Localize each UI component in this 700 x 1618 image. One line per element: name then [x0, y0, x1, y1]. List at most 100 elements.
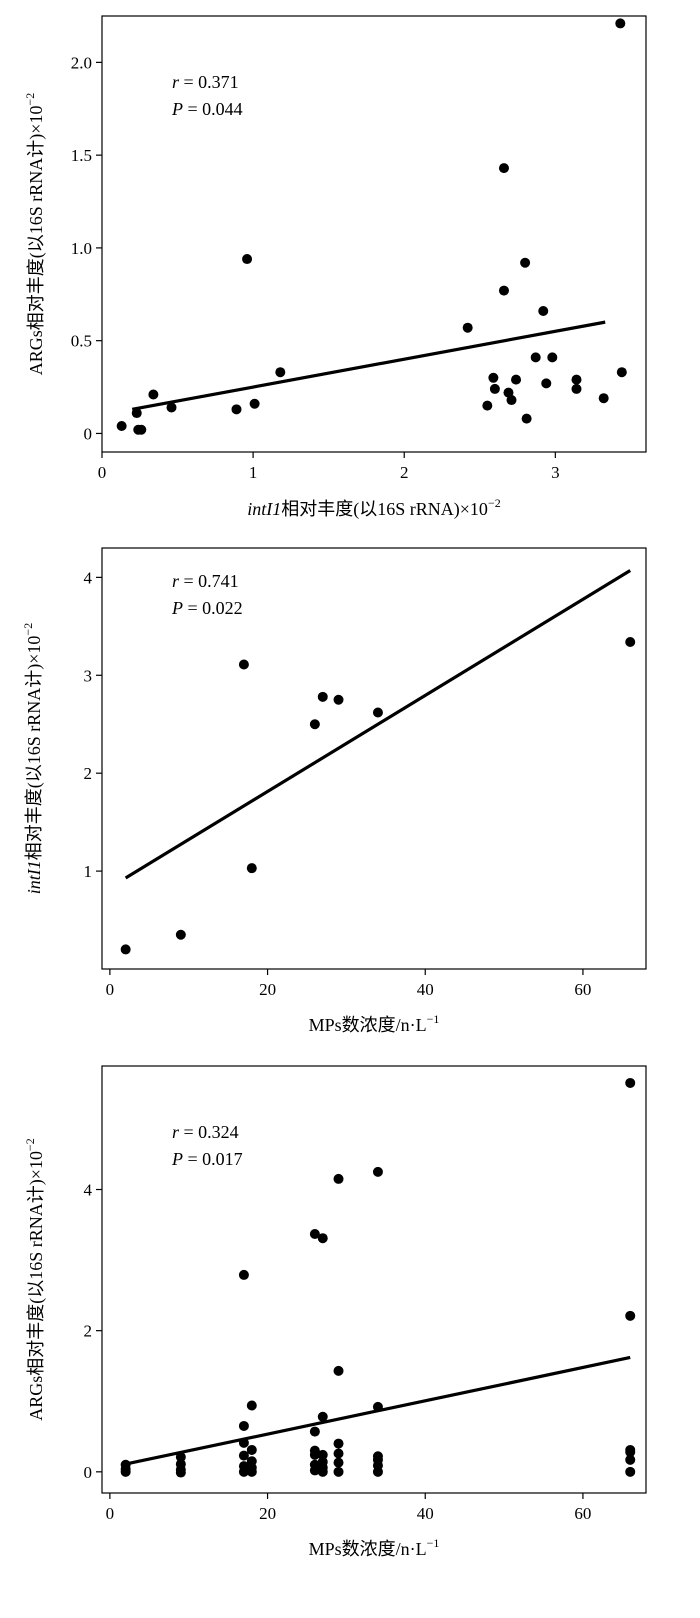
data-point: [598, 393, 609, 404]
data-point: [333, 1365, 344, 1376]
plot-frame: [101, 15, 647, 453]
data-point: [333, 1448, 344, 1459]
y-tick-label: 0: [84, 424, 93, 443]
data-point: [538, 305, 549, 316]
data-point: [246, 863, 257, 874]
data-point: [120, 944, 131, 955]
chart-3: 0 20 40 60 0 2 4 r = 0.324 P = 0.017 MPs数浓度/n·L−1…: [23, 1065, 647, 1559]
data-point: [625, 1077, 636, 1088]
data-point: [238, 1420, 249, 1431]
y-tick-label: 4: [84, 1181, 93, 1200]
y-tick-label: 1: [84, 862, 93, 881]
data-point: [238, 1466, 249, 1477]
chart-1: 0 1 2 3 0 0.5 1.0 1.5 2.0 r = 0.371 P = 0.044 intI1…: [23, 15, 647, 520]
data-point: [489, 383, 500, 394]
data-point: [488, 372, 499, 383]
data-point: [333, 1438, 344, 1449]
data-point: [231, 404, 242, 415]
y-tick-label: 2.0: [71, 53, 92, 72]
data-point: [309, 1426, 320, 1437]
data-point: [166, 402, 177, 413]
data-point: [317, 1233, 328, 1244]
x-tick-label: 60: [574, 980, 591, 999]
data-point: [175, 1467, 186, 1478]
stat-r: r = 0.741: [172, 571, 239, 591]
stat-p: P = 0.044: [171, 99, 243, 119]
chart-2: 0 20 40 60 1 2 3 4 r = 0.741 P = 0.022 MPs数浓度/n·L−…: [21, 547, 647, 1035]
plot-frame: [101, 547, 647, 970]
data-point: [242, 254, 253, 265]
data-point: [372, 1466, 383, 1477]
stat-p: P = 0.017: [171, 1149, 243, 1169]
y-tick-label: 2: [84, 764, 93, 783]
data-point: [625, 636, 636, 647]
x-axis-label: MPs数浓度/n·L−1: [309, 1536, 440, 1559]
x-tick-label: 2: [400, 463, 409, 482]
data-point: [275, 367, 286, 378]
x-axis-label: intI1相对丰度(以16S rRNA)×10−2: [247, 496, 500, 520]
data-point: [317, 1466, 328, 1477]
data-point: [309, 719, 320, 730]
data-point: [238, 659, 249, 670]
data-point: [530, 352, 541, 363]
y-tick-label: 4: [84, 568, 93, 587]
data-point: [625, 1454, 636, 1465]
x-tick-label: 20: [259, 980, 276, 999]
x-tick-label: 0: [106, 980, 115, 999]
data-point: [317, 1449, 328, 1460]
data-point: [175, 929, 186, 940]
y-axis-label: ARGs相对丰度(以16S rRNA计)×10−2: [23, 93, 47, 375]
data-point: [309, 1228, 320, 1239]
y-tick-label: 0: [84, 1463, 93, 1482]
data-point: [317, 691, 328, 702]
y-tick-label: 3: [84, 666, 93, 685]
data-point: [372, 1166, 383, 1177]
data-point: [615, 18, 626, 29]
data-point: [309, 1465, 320, 1476]
data-point: [462, 322, 473, 333]
x-tick-label: 40: [417, 980, 434, 999]
fit-line: [125, 1355, 631, 1466]
data-point: [571, 374, 582, 385]
y-tick-label: 2: [84, 1322, 93, 1341]
data-point: [333, 1173, 344, 1184]
fit-line: [131, 320, 606, 411]
x-tick-label: 3: [551, 463, 560, 482]
data-point: [238, 1269, 249, 1280]
y-axis-label: ARGs相对丰度(以16S rRNA计)×10−2: [23, 1138, 47, 1420]
data-point: [246, 1400, 257, 1411]
y-tick-label: 1.5: [71, 146, 92, 165]
fit-line: [124, 569, 632, 880]
data-point: [372, 707, 383, 718]
data-point: [317, 1411, 328, 1422]
data-point: [547, 352, 558, 363]
stat-r: r = 0.371: [172, 72, 239, 92]
stat-p: P = 0.022: [171, 598, 243, 618]
x-tick-label: 0: [106, 1504, 115, 1523]
data-point: [511, 374, 522, 385]
data-point: [541, 378, 552, 389]
y-axis-label: intI1相对丰度(以16S rRNA计)×10−2: [21, 623, 45, 894]
x-tick-label: 60: [574, 1504, 591, 1523]
x-tick-label: 20: [259, 1504, 276, 1523]
x-tick-label: 0: [98, 463, 107, 482]
data-point: [498, 285, 509, 296]
data-point: [333, 1457, 344, 1468]
data-point: [616, 367, 627, 378]
data-point: [309, 1449, 320, 1460]
data-point: [246, 1444, 257, 1455]
data-point: [625, 1310, 636, 1321]
data-point: [571, 383, 582, 394]
data-point: [136, 424, 147, 435]
data-point: [238, 1450, 249, 1461]
data-point: [120, 1466, 131, 1477]
data-point: [333, 694, 344, 705]
x-axis-label: MPs数浓度/n·L−1: [309, 1012, 440, 1035]
plot-frame: [101, 1065, 647, 1494]
stat-r: r = 0.324: [172, 1122, 239, 1142]
data-point: [625, 1466, 636, 1477]
y-tick-label: 1.0: [71, 239, 92, 258]
x-tick-label: 40: [417, 1504, 434, 1523]
data-point: [249, 398, 260, 409]
